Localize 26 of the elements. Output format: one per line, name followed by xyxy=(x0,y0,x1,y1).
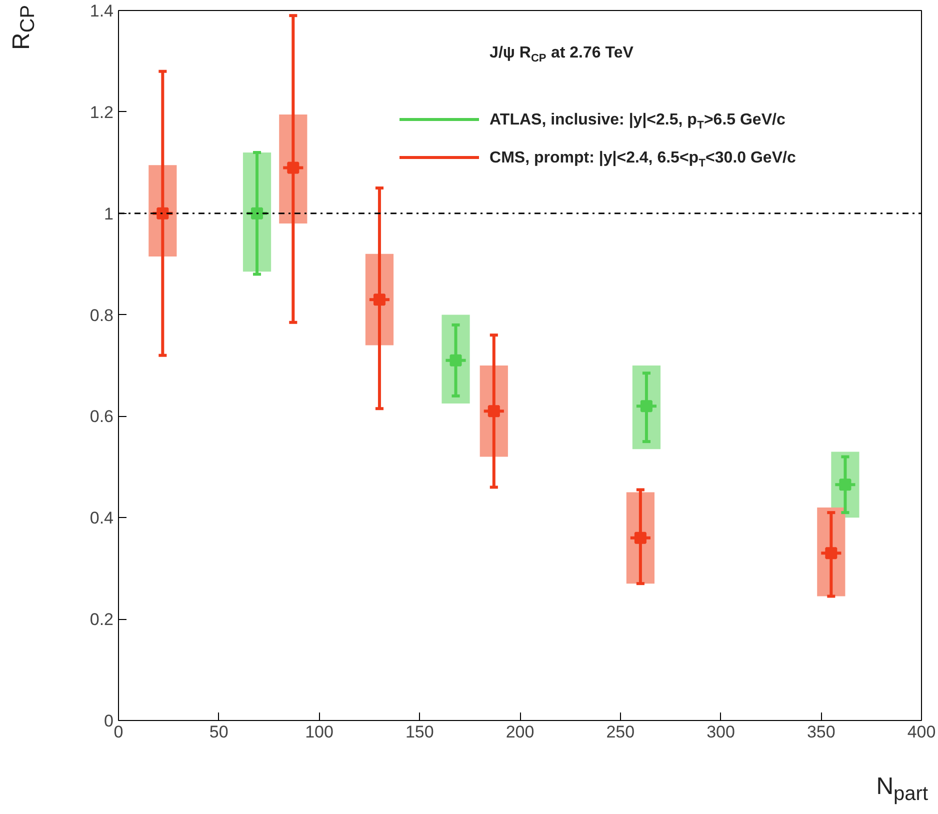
x-tick-label: 200 xyxy=(506,722,534,742)
y-tick-label: 0.4 xyxy=(90,508,114,528)
point xyxy=(634,532,646,544)
point xyxy=(825,547,838,560)
x-tick-label: 300 xyxy=(706,722,735,742)
point xyxy=(287,162,300,174)
y-tick-label: 0.2 xyxy=(90,610,114,630)
y-tick-label: 0.8 xyxy=(90,306,114,325)
x-tick-label: 250 xyxy=(606,722,635,742)
x-axis-title: N$_{part}$ xyxy=(876,772,928,807)
x-tick-label: 350 xyxy=(806,722,836,742)
point xyxy=(488,405,500,418)
point xyxy=(251,207,264,220)
x-tick-label: 50 xyxy=(209,722,228,742)
y-tick-label: 1.2 xyxy=(90,102,114,122)
x-tick-label: 400 xyxy=(907,722,936,742)
point xyxy=(839,478,852,491)
y-tick-label: 1 xyxy=(104,204,114,224)
point xyxy=(373,294,386,306)
point xyxy=(156,207,169,220)
y-tick-label: 1.4 xyxy=(90,2,114,20)
y-tick-label: 0.6 xyxy=(90,407,114,426)
x-tick-label: 150 xyxy=(405,722,434,742)
point xyxy=(450,354,462,366)
point xyxy=(640,400,652,412)
x-tick-label: 100 xyxy=(305,722,334,742)
